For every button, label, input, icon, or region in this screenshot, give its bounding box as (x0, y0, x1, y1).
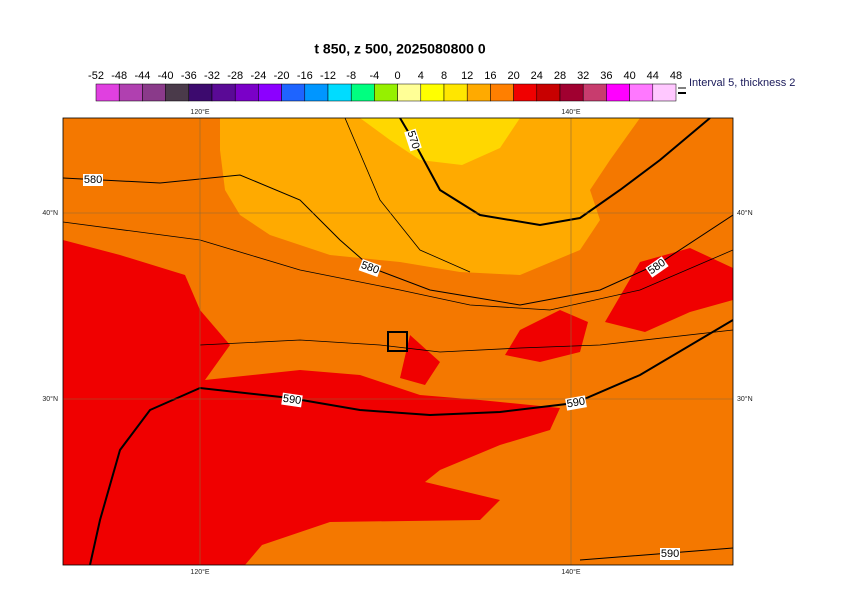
contour-label-text: 580 (359, 259, 380, 277)
colorbar-label: 12 (461, 70, 473, 82)
colorbar-swatch (513, 83, 538, 102)
colorbar-swatch (490, 83, 514, 102)
lat-label: 30°N (42, 395, 58, 403)
colorbar-swatch (188, 83, 213, 102)
colorbar-label: -48 (111, 70, 127, 82)
contour-label-text: 570 (405, 129, 422, 150)
colorbar-swatch (95, 83, 120, 102)
lat-label: 40°N (42, 209, 58, 217)
colorbar-label: -8 (346, 70, 356, 82)
colorbar-label: 32 (577, 70, 589, 82)
colorbar-swatch (652, 83, 677, 102)
contour-label-bg (83, 174, 103, 186)
colorbar-swatch (118, 83, 143, 102)
contour-label: 580 (358, 258, 382, 278)
colorbar-label: 28 (554, 70, 566, 82)
colorbar-label: -32 (204, 70, 220, 82)
field-red (505, 310, 588, 362)
contour-label-bg (358, 258, 382, 278)
colorbar-label: 36 (600, 70, 612, 82)
colorbar-label: -36 (181, 70, 197, 82)
colorbar-swatch (211, 83, 236, 102)
contour-label: 590 (660, 548, 680, 560)
colorbar-swatch (234, 83, 259, 102)
lon-label: 120°E (190, 108, 209, 116)
contour-label-text: 590 (566, 395, 586, 410)
contour-label: 590 (281, 392, 303, 408)
colorbar-swatch (536, 83, 561, 102)
colorbar-label: -20 (274, 70, 290, 82)
colorbar-label: -40 (158, 70, 174, 82)
colorbar-swatch (606, 83, 630, 102)
colorbar-label: -44 (134, 70, 150, 82)
colorbar-swatch (165, 83, 190, 102)
colorbar-swatch (559, 83, 584, 102)
lon-label: 120°E (190, 568, 209, 576)
colorbar-label: 4 (418, 70, 424, 82)
colorbar-swatch (629, 83, 654, 102)
contour-label-text: 590 (661, 548, 679, 560)
colorbar-swatch (466, 83, 491, 102)
colorbar-label: 48 (670, 70, 682, 82)
colorbar-swatch (281, 83, 306, 102)
axis-labels: 120°E 120°E 140°E 140°E 40°N 40°N 30°N 30°N (42, 108, 752, 576)
colorbar-label: -24 (250, 70, 266, 82)
field-red (400, 335, 440, 385)
colorbar-label: 40 (623, 70, 635, 82)
colorbar-swatch (258, 83, 282, 102)
map (63, 118, 733, 565)
field-yellow (360, 118, 520, 165)
colorbar-label: 0 (395, 70, 401, 82)
contour-label: 590 (565, 395, 587, 411)
colorbar-label: 16 (484, 70, 496, 82)
contour-label: 570 (404, 128, 422, 152)
title: t 850, z 500, 2025080800 0 (314, 41, 485, 57)
colorbar-label: 8 (441, 70, 447, 82)
colorbar-label: -4 (370, 70, 380, 82)
colorbar-swatch (142, 83, 166, 102)
field-red (605, 248, 733, 332)
graticule (63, 118, 733, 565)
colorbar-label: -28 (227, 70, 243, 82)
contour-label-bg (404, 128, 422, 152)
colorbar-swatch (327, 83, 352, 102)
contour-label-text: 590 (282, 393, 302, 407)
lon-label: 140°E (561, 108, 580, 116)
map-frame (62, 117, 734, 566)
colorbar-swatch (374, 83, 398, 102)
colorbar-swatch (304, 83, 329, 102)
colorbar-label: -52 (88, 70, 104, 82)
contour-label-bg (565, 395, 587, 411)
contour-label: 580 (83, 174, 103, 186)
lat-label: 40°N (737, 209, 753, 217)
lon-label: 140°E (561, 568, 580, 576)
contour-label-text: 580 (84, 174, 102, 186)
contour-label-bg (645, 256, 669, 278)
colorbar-label: -16 (297, 70, 313, 82)
colorbar-label: 20 (507, 70, 519, 82)
colorbar-label: 44 (647, 70, 659, 82)
contour-label-bg (660, 548, 680, 560)
colorbar: -52 -48 -44 -40 -36 -32 -28 -24 -20 -16 -12 -8 -4 0 4 8… (88, 70, 682, 102)
target-box (387, 331, 408, 352)
colorbar-swatch (397, 83, 422, 102)
colorbar-label: -12 (320, 70, 336, 82)
lat-label: 30°N (737, 395, 753, 403)
colorbar-swatch (350, 83, 375, 102)
contour-label-bg (281, 392, 303, 408)
colorbar-swatch (443, 83, 468, 102)
colorbar-swatch (582, 83, 607, 102)
field-light-orange (220, 118, 640, 275)
legend-text: Interval 5, thickness 2 (689, 77, 795, 89)
colorbar-swatch (420, 83, 445, 102)
colorbar-label: 24 (531, 70, 543, 82)
